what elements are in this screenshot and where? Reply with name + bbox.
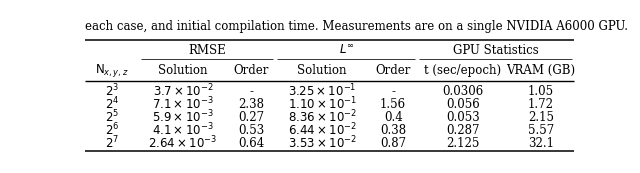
Text: $2^{7}$: $2^{7}$	[105, 135, 119, 152]
Text: 0.056: 0.056	[446, 98, 479, 111]
Text: VRAM (GB): VRAM (GB)	[506, 64, 575, 77]
Text: 1.05: 1.05	[528, 85, 554, 98]
Text: 2.125: 2.125	[446, 137, 479, 150]
Text: 1.56: 1.56	[380, 98, 406, 111]
Text: 2.38: 2.38	[238, 98, 264, 111]
Text: $L^{\infty}$: $L^{\infty}$	[339, 44, 354, 57]
Text: $3.7 \times 10^{-2}$: $3.7 \times 10^{-2}$	[152, 83, 213, 99]
Text: $7.1 \times 10^{-3}$: $7.1 \times 10^{-3}$	[152, 96, 214, 113]
Text: $\mathrm{N}_{x,y,z}$: $\mathrm{N}_{x,y,z}$	[95, 62, 129, 79]
Text: 32.1: 32.1	[528, 137, 554, 150]
Text: $2^{4}$: $2^{4}$	[105, 96, 119, 113]
Text: Solution: Solution	[298, 64, 347, 77]
Text: t (sec/epoch): t (sec/epoch)	[424, 64, 501, 77]
Text: $2^{5}$: $2^{5}$	[105, 109, 119, 126]
Text: -: -	[249, 85, 253, 98]
Text: -: -	[391, 85, 395, 98]
Text: $2.64 \times 10^{-3}$: $2.64 \times 10^{-3}$	[148, 135, 218, 152]
Text: Solution: Solution	[158, 64, 208, 77]
Text: 0.38: 0.38	[380, 124, 406, 137]
Text: 0.287: 0.287	[446, 124, 479, 137]
Text: 1.72: 1.72	[528, 98, 554, 111]
Text: 0.053: 0.053	[446, 111, 479, 124]
Text: $3.53 \times 10^{-2}$: $3.53 \times 10^{-2}$	[287, 135, 356, 152]
Text: 5.57: 5.57	[528, 124, 554, 137]
Text: $4.1 \times 10^{-3}$: $4.1 \times 10^{-3}$	[152, 122, 214, 139]
Text: GPU Statistics: GPU Statistics	[452, 44, 538, 57]
Text: 0.27: 0.27	[238, 111, 264, 124]
Text: $2^{6}$: $2^{6}$	[105, 122, 119, 139]
Text: $2^{3}$: $2^{3}$	[105, 83, 119, 99]
Text: 2.15: 2.15	[528, 111, 554, 124]
Text: 0.0306: 0.0306	[442, 85, 483, 98]
Text: $6.44 \times 10^{-2}$: $6.44 \times 10^{-2}$	[287, 122, 356, 139]
Text: $5.9 \times 10^{-3}$: $5.9 \times 10^{-3}$	[152, 109, 214, 126]
Text: 0.87: 0.87	[380, 137, 406, 150]
Text: each case, and initial compilation time. Measurements are on a single NVIDIA A60: each case, and initial compilation time.…	[85, 20, 628, 33]
Text: Order: Order	[234, 64, 269, 77]
Text: 0.4: 0.4	[384, 111, 403, 124]
Text: $3.25 \times 10^{-1}$: $3.25 \times 10^{-1}$	[288, 83, 356, 99]
Text: 0.64: 0.64	[238, 137, 264, 150]
Text: RMSE: RMSE	[188, 44, 226, 57]
Text: $1.10 \times 10^{-1}$: $1.10 \times 10^{-1}$	[287, 96, 356, 113]
Text: $8.36 \times 10^{-2}$: $8.36 \times 10^{-2}$	[287, 109, 356, 126]
Text: 0.53: 0.53	[238, 124, 264, 137]
Text: Order: Order	[376, 64, 411, 77]
